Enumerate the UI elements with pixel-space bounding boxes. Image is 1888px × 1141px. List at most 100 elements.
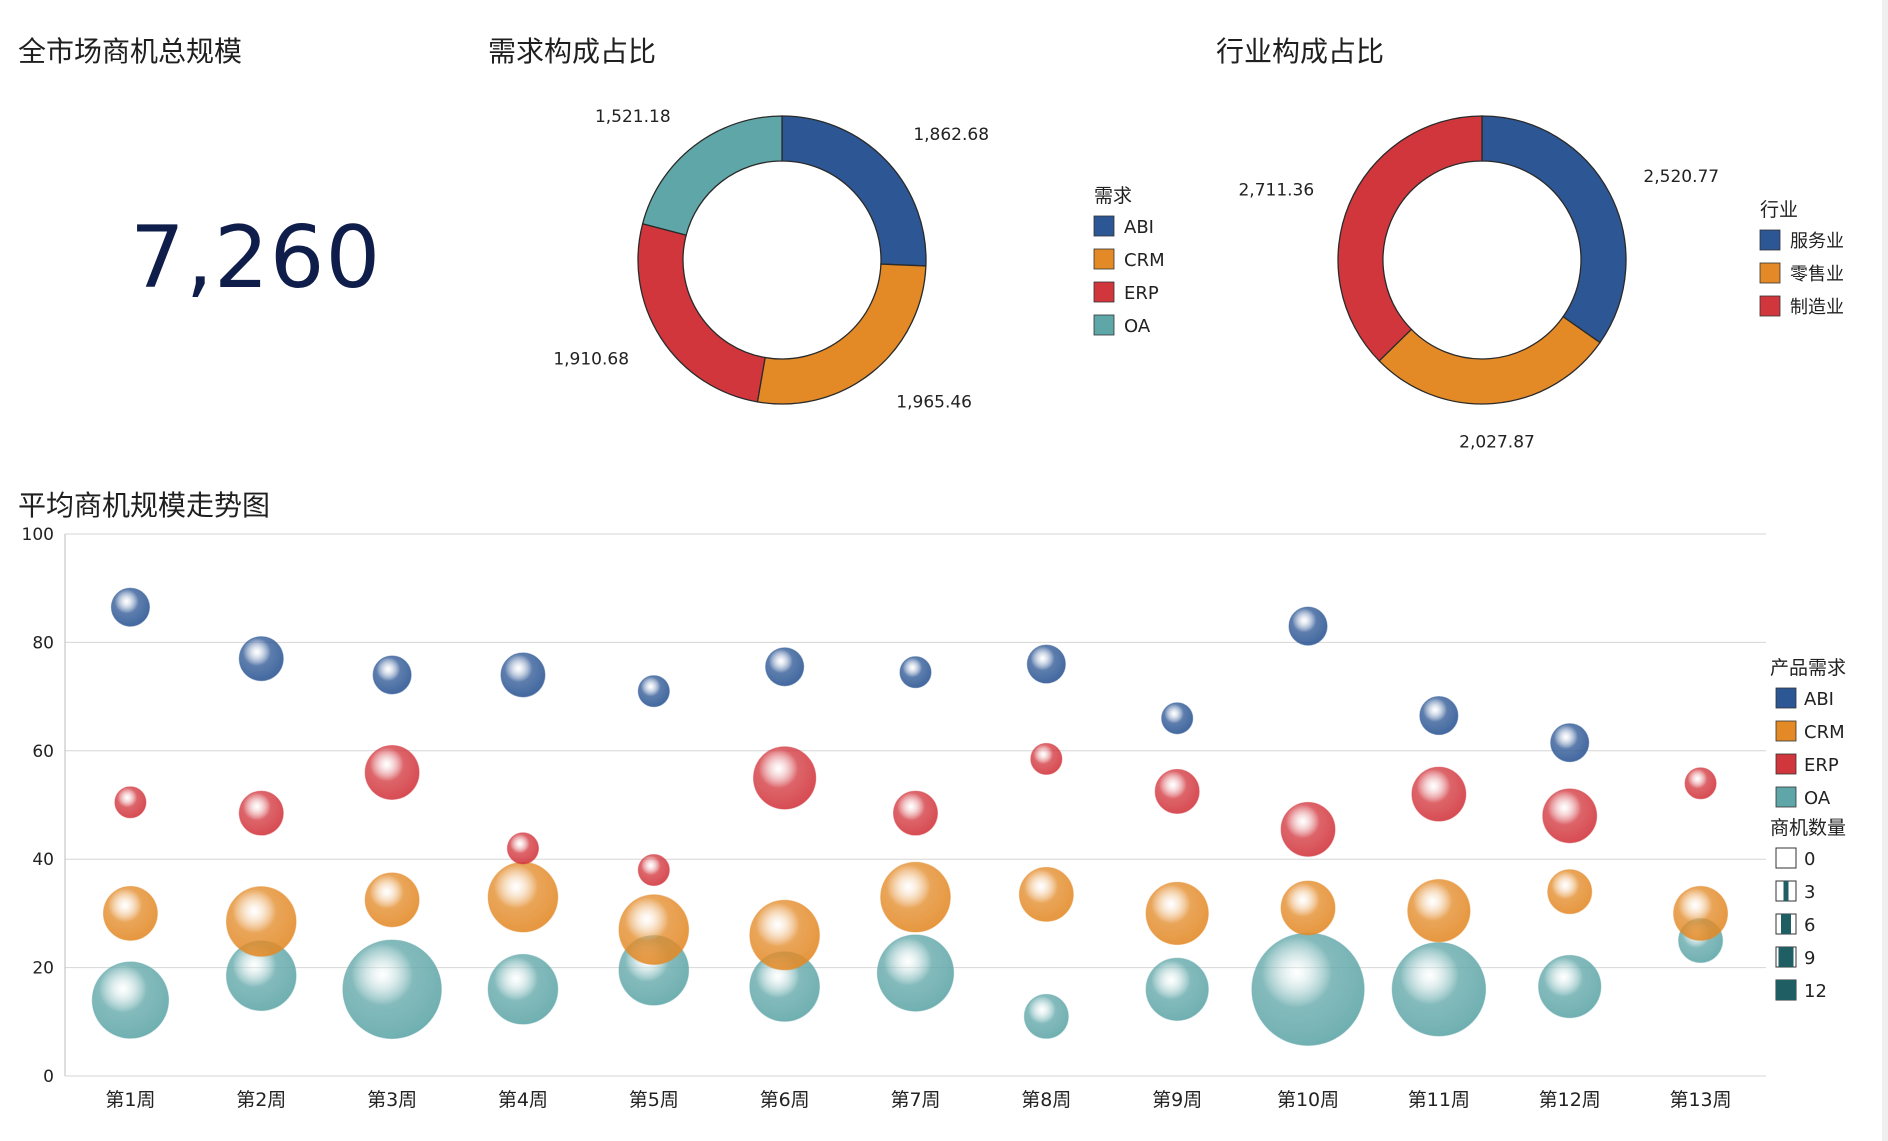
donut-slice-CRM[interactable]: [756, 263, 927, 405]
bubble-ABI[interactable]: [1026, 644, 1066, 684]
bubble-CRM[interactable]: [487, 861, 559, 933]
legend-swatch-CRM: [1093, 248, 1115, 270]
bubble-ABI[interactable]: [372, 655, 412, 695]
legend-label: CRM: [1124, 250, 1165, 271]
donut-data-label: 2,711.36: [1238, 181, 1314, 201]
bubble-CRM[interactable]: [1145, 881, 1209, 946]
bubble-OA[interactable]: [91, 961, 170, 1039]
donut-data-label: 1,910.68: [553, 350, 629, 370]
y-tick-label: 60: [32, 742, 54, 762]
bubble-OA[interactable]: [1251, 932, 1365, 1046]
scrollbar-track[interactable]: [1882, 0, 1888, 1141]
x-tick-label: 第8周: [1021, 1089, 1071, 1111]
x-tick-label: 第9周: [1152, 1089, 1202, 1111]
bubble-ERP[interactable]: [637, 853, 670, 887]
bubble-ABI[interactable]: [238, 636, 284, 682]
legend-label: ERP: [1124, 283, 1159, 304]
bubble-OA[interactable]: [1391, 942, 1487, 1037]
bubble-CRM[interactable]: [1280, 880, 1336, 936]
donut-data-label: 1,965.46: [896, 393, 972, 413]
bubble-ABI[interactable]: [1288, 606, 1328, 646]
legend-label: CRM: [1804, 722, 1845, 743]
bubble-OA[interactable]: [1145, 957, 1209, 1021]
y-tick-label: 100: [22, 525, 54, 545]
bubble-CRM[interactable]: [225, 886, 297, 957]
x-tick-label: 第12周: [1539, 1089, 1601, 1111]
y-tick-label: 80: [32, 633, 54, 653]
bubble-ERP[interactable]: [1411, 766, 1467, 822]
bubble-ERP[interactable]: [1684, 767, 1717, 800]
donut-slice-零售业[interactable]: [1378, 315, 1601, 405]
legend-swatch-ERP: [1775, 753, 1797, 775]
x-tick-label: 第13周: [1669, 1089, 1731, 1111]
bubble-CRM[interactable]: [1018, 866, 1074, 922]
bubble-ABI[interactable]: [110, 587, 151, 627]
bubble-ABI[interactable]: [1161, 702, 1194, 735]
x-tick-label: 第1周: [105, 1089, 155, 1111]
bubble-CRM[interactable]: [880, 861, 951, 933]
bubble-OA[interactable]: [342, 939, 442, 1040]
bubble-ERP[interactable]: [1542, 788, 1598, 844]
legend-label: 12: [1804, 981, 1827, 1002]
bubble-ABI[interactable]: [1419, 695, 1459, 736]
trend-legend: 产品需求 ABI CRM ERP OA 商机数量 0 3 6 9 12: [1770, 657, 1846, 1002]
bubble-ERP[interactable]: [506, 832, 540, 865]
bubble-ABI[interactable]: [765, 647, 805, 687]
bubble-ABI[interactable]: [899, 656, 932, 689]
legend-label: OA: [1804, 788, 1831, 809]
demand-legend: 需求 ABI CRM ERP OA: [1093, 185, 1165, 337]
legend-label: ABI: [1804, 689, 1834, 710]
donut-data-label: 2,520.77: [1643, 167, 1719, 187]
legend-label: 3: [1804, 882, 1815, 903]
legend-swatch-OA: [1775, 786, 1797, 808]
bubble-CRM[interactable]: [618, 894, 690, 966]
legend-swatch-零售业: [1759, 262, 1781, 284]
bubble-OA[interactable]: [1538, 954, 1602, 1019]
donut-slice-服务业[interactable]: [1481, 115, 1627, 344]
bubble-OA[interactable]: [1023, 993, 1069, 1039]
bubble-ERP[interactable]: [1154, 768, 1200, 814]
bubble-ERP[interactable]: [1280, 801, 1336, 857]
donut-slice-ABI[interactable]: [781, 115, 927, 267]
bubble-CRM[interactable]: [364, 872, 420, 928]
legend-label: 9: [1804, 948, 1815, 969]
bubble-ERP[interactable]: [752, 746, 817, 810]
legend-label: ERP: [1804, 755, 1839, 776]
bubble-ERP[interactable]: [364, 744, 420, 800]
demand-donut-chart: 1,862.68 1,965.46 1,910.68 1,521.18: [553, 107, 989, 413]
donut-slice-OA[interactable]: [641, 115, 783, 236]
bubble-ERP[interactable]: [892, 790, 939, 836]
donut-data-label: 2,027.87: [1459, 432, 1535, 452]
bubble-CRM[interactable]: [102, 885, 158, 941]
legend-swatch-ABI: [1775, 687, 1797, 709]
size-legend-box: [1775, 847, 1797, 869]
bubble-ABI[interactable]: [637, 675, 670, 708]
bubble-ABI[interactable]: [1550, 723, 1590, 763]
bubble-ABI[interactable]: [500, 652, 546, 698]
bubble-ERP[interactable]: [114, 786, 147, 819]
size-legend-fill: [1778, 947, 1794, 967]
legend-label: 0: [1804, 849, 1815, 870]
bubble-CRM[interactable]: [1547, 869, 1593, 915]
bubble-ERP[interactable]: [238, 790, 284, 836]
legend-label: 零售业: [1790, 264, 1844, 285]
x-tick-label: 第3周: [367, 1089, 417, 1111]
bubble-OA[interactable]: [876, 934, 955, 1012]
legend-title: 需求: [1094, 185, 1132, 207]
legend-label: 6: [1804, 915, 1815, 936]
bubble-ERP[interactable]: [1030, 742, 1063, 776]
trend-bubble-chart: 0 20 40 60 80 100 第1周 第2周 第3周 第4周 第5周 第6周 第7周 第8周 第9周 第…: [22, 525, 1766, 1111]
donut-slice-ERP[interactable]: [637, 222, 766, 403]
legend-swatch-服务业: [1759, 229, 1781, 251]
bubble-OA[interactable]: [487, 953, 559, 1025]
donut-data-label: 1,862.68: [913, 125, 989, 145]
donut-slice-制造业[interactable]: [1337, 115, 1483, 362]
legend-title: 产品需求: [1770, 657, 1846, 679]
bubble-CRM[interactable]: [1673, 885, 1729, 941]
bubble-CRM[interactable]: [749, 899, 821, 971]
x-tick-label: 第6周: [760, 1089, 810, 1111]
x-tick-label: 第7周: [890, 1089, 940, 1111]
legend-title: 商机数量: [1770, 817, 1846, 839]
bubble-CRM[interactable]: [1407, 879, 1471, 943]
